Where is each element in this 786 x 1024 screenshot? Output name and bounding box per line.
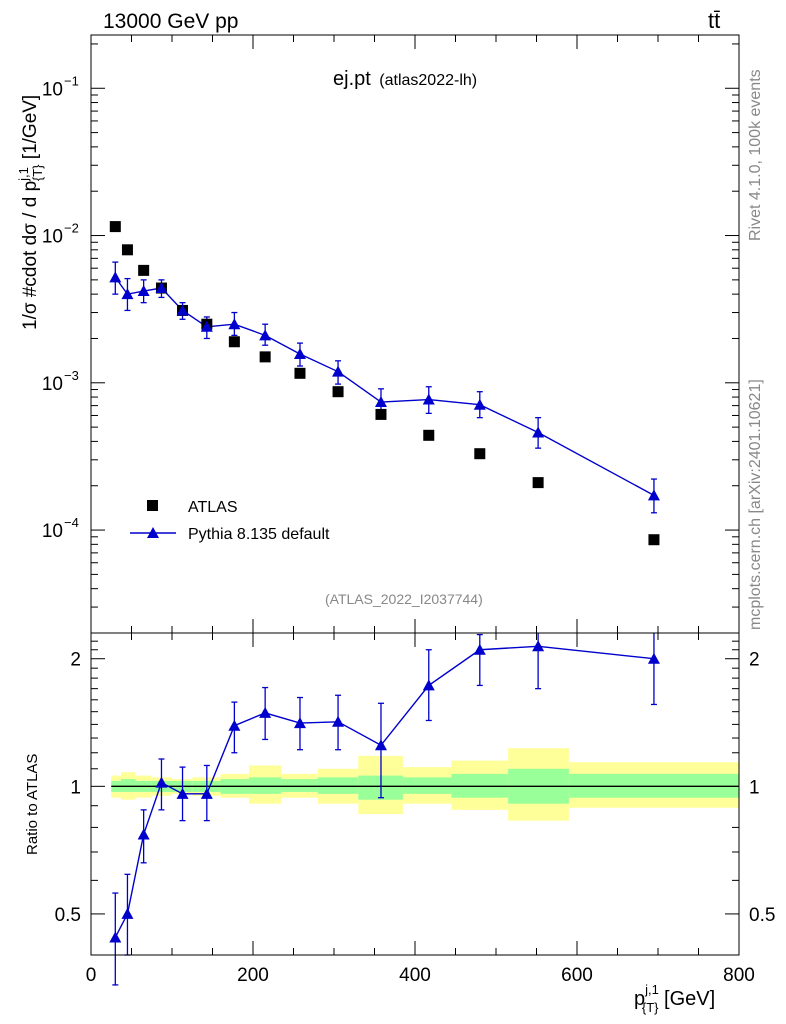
legend-data-label: ATLAS [188, 499, 238, 516]
atlas-point [121, 244, 133, 256]
atlas-point [294, 367, 306, 379]
atlas-point [228, 336, 240, 348]
y-tick-label: 10 [42, 227, 63, 248]
x-tick-label: 800 [723, 965, 755, 986]
uncertainty-band-inner [317, 777, 359, 794]
mc-point [332, 365, 345, 377]
header-left: 13000 GeV pp [103, 10, 238, 33]
x-tick-label: 0 [86, 965, 97, 986]
y-tick-label-exponent: −4 [64, 515, 79, 530]
ratio-point [647, 652, 660, 664]
x-tick-label: 400 [399, 965, 431, 986]
mc-point [473, 398, 486, 410]
ratio-point [473, 643, 486, 655]
rivet-label: Rivet 4.1.0, 100k events [747, 69, 764, 241]
mc-point [532, 426, 545, 438]
atlas-point [259, 351, 271, 363]
ratio-point [155, 776, 168, 788]
ratio-tick-label-right: 2 [749, 650, 760, 671]
header-right: tt̄ [708, 8, 720, 33]
x-tick-label: 600 [561, 965, 593, 986]
x-axis-label: pj,1 {T} [GeV] [634, 982, 715, 1015]
ratio-point [228, 719, 241, 731]
ratio-ylabel: Ratio to ATLAS [24, 754, 41, 855]
main-ylabel: 1/σ #cdot dσ / d pj,1{T} [1/GeV] [16, 95, 45, 330]
uncertainty-band-inner [120, 779, 136, 792]
ratio-point [374, 739, 387, 751]
mc-point [259, 329, 272, 341]
uncertainty-band-inner [402, 777, 452, 794]
ratio-point [137, 828, 150, 840]
y-tick-label-exponent: −3 [64, 368, 79, 383]
ratio-point [532, 640, 545, 652]
atlas-point [375, 408, 387, 420]
ratio-frame [90, 632, 740, 956]
uncertainty-band-inner [281, 779, 318, 792]
y-tick-label: 10 [42, 79, 63, 100]
mc-point [228, 318, 241, 330]
atlas-point [423, 429, 435, 441]
mc-point [176, 304, 189, 316]
uncertainty-band-inner [248, 777, 282, 794]
plot-title: ej.pt [333, 68, 371, 90]
ratio-point [332, 715, 345, 727]
ratio-point [176, 787, 189, 799]
mc-point [200, 320, 213, 332]
atlas-point [532, 477, 544, 489]
ratio-point [259, 706, 272, 718]
ratio-point [109, 931, 122, 943]
legend: ATLAS Pythia 8.135 default [130, 499, 330, 543]
plot-subtitle: (atlas2022-lh) [379, 72, 477, 89]
mc-line [114, 276, 655, 496]
atlas-point [474, 448, 486, 460]
y-tick-label-exponent: −2 [64, 221, 79, 236]
mc-point [293, 347, 306, 359]
ratio-tick-label-right: 0.5 [749, 905, 775, 926]
ratio-panel: 0 200 400 600 800 0.5 0.5 1 1 2 2 [55, 632, 775, 986]
atlas-point [138, 264, 150, 276]
y-tick-label: 10 [42, 374, 63, 395]
ratio-tick-label-left: 2 [70, 650, 81, 671]
atlas-point [332, 386, 344, 398]
mc-point [137, 285, 150, 297]
main-panel: 10−110−210−310−4 [42, 35, 740, 634]
mc-point [109, 271, 122, 283]
legend-data-marker [147, 500, 158, 511]
x-tick-label: 200 [237, 965, 269, 986]
y-tick-label: 10 [42, 521, 63, 542]
ratio-point [200, 787, 213, 799]
ratio-point [422, 679, 435, 691]
ratio-point [121, 907, 134, 919]
ratio-tick-label-left: 0.5 [55, 905, 81, 926]
atlas-point [648, 534, 660, 546]
ratio-point [293, 717, 306, 729]
legend-mc-label: Pythia 8.135 default [188, 526, 330, 543]
atlas-point [109, 221, 121, 233]
y-tick-label-exponent: −1 [64, 73, 79, 88]
mc-point [374, 396, 387, 408]
mc-point [422, 393, 435, 405]
main-frame [90, 34, 740, 634]
legend-mc-marker [147, 527, 159, 538]
analysis-watermark: (ATLAS_2022_I2037744) [325, 591, 483, 607]
ratio-tick-label-right: 1 [749, 777, 760, 798]
mcplots-label: mcplots.cern.ch [arXiv:2401.10621] [747, 379, 764, 630]
ratio-tick-label-left: 1 [70, 777, 81, 798]
mc-point [155, 282, 168, 294]
mc-point [647, 489, 660, 501]
plot-title-group: ej.pt (atlas2022-lh) [333, 68, 477, 90]
mc-point [121, 288, 134, 300]
